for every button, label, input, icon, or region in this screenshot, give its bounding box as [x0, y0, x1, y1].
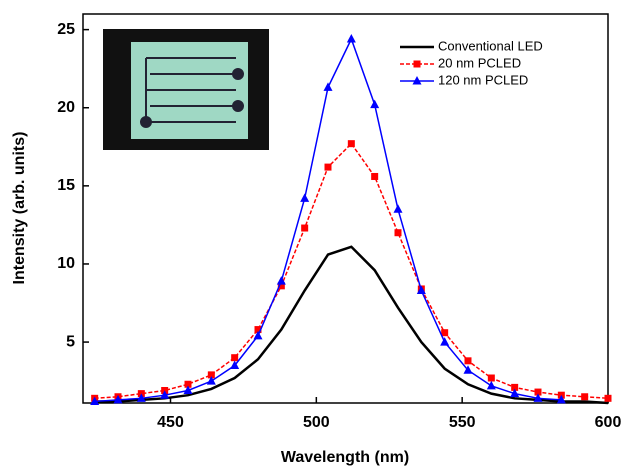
x-tick-label: 450: [157, 414, 184, 431]
marker: [231, 354, 239, 362]
marker: [324, 163, 332, 171]
marker: [277, 282, 285, 290]
legend-label: 120 nm PCLED: [438, 72, 528, 87]
marker: [183, 385, 193, 395]
marker: [441, 329, 449, 337]
marker: [464, 357, 472, 365]
marker: [90, 396, 100, 405]
marker: [300, 193, 310, 202]
legend-label: 20 nm PCLED: [438, 55, 521, 70]
marker: [534, 388, 542, 396]
marker: [510, 388, 520, 398]
marker: [136, 393, 146, 402]
marker: [487, 374, 495, 382]
inset-photo: [103, 29, 269, 150]
marker: [412, 76, 422, 85]
marker: [394, 229, 402, 237]
marker: [347, 140, 355, 148]
marker: [556, 394, 566, 404]
marker: [276, 276, 286, 285]
x-tick-label: 600: [595, 414, 622, 431]
marker: [253, 330, 263, 340]
marker: [393, 204, 403, 213]
marker: [184, 380, 192, 388]
marker: [160, 390, 170, 399]
marker: [207, 371, 215, 379]
y-tick-label: 10: [57, 255, 75, 272]
inset-pad: [232, 100, 244, 112]
x-tick-label: 500: [303, 414, 330, 431]
marker: [254, 326, 262, 334]
y-tick-label: 25: [57, 21, 75, 38]
marker: [463, 365, 473, 374]
y-axis-label: Intensity (arb. units): [11, 132, 28, 285]
y-tick-label: 5: [66, 333, 75, 350]
marker: [413, 60, 421, 68]
marker: [370, 99, 380, 109]
inset-pad: [232, 68, 244, 80]
marker: [581, 393, 589, 401]
marker: [604, 394, 612, 402]
x-tick-label: 550: [449, 414, 476, 431]
marker: [440, 337, 450, 346]
marker: [301, 224, 309, 232]
marker: [206, 376, 216, 385]
marker: [346, 33, 356, 43]
marker: [230, 360, 240, 370]
marker: [533, 393, 543, 402]
plot-frame: [82, 13, 609, 404]
inset-pad: [140, 116, 152, 128]
y-tick-label: 20: [57, 99, 75, 116]
marker: [511, 383, 519, 391]
x-axis-label: Wavelength (nm): [281, 449, 409, 466]
marker: [113, 394, 123, 404]
series-line: [94, 142, 609, 400]
y-tick-label: 15: [57, 177, 75, 194]
marker: [416, 285, 426, 295]
marker: [371, 172, 379, 180]
legend-label: Conventional LED: [438, 38, 543, 53]
marker: [486, 380, 496, 390]
series-line: [94, 245, 609, 405]
marker: [323, 82, 333, 91]
